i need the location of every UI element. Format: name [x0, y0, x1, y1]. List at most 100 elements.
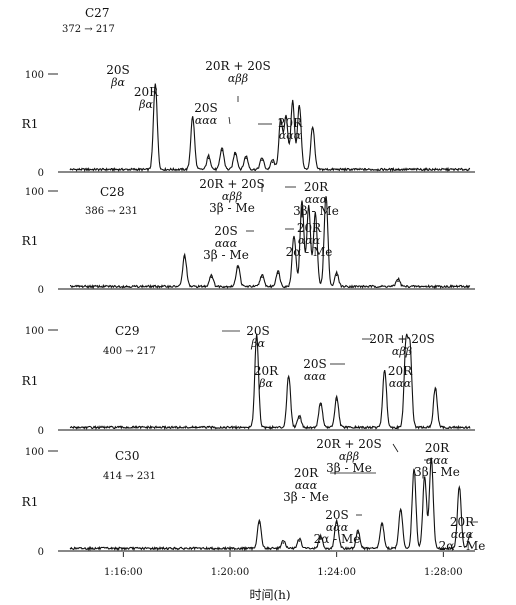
annotation-line: 20S [303, 357, 327, 371]
annotation-line: 20R + 20S [199, 177, 264, 191]
x-tick-label: 1:24:00 [317, 567, 356, 578]
annotation-line: 20R [278, 116, 303, 130]
chromatogram-trace [69, 457, 471, 552]
panel-transition: 386 → 231 [85, 206, 138, 217]
peak-point [301, 201, 303, 204]
annotation-line: 20R + 20S [316, 437, 381, 451]
annotation-line: ααα [295, 479, 318, 492]
annotation-line: αββ [222, 190, 242, 203]
annotation-line: ααα [298, 234, 321, 247]
peak-point [287, 377, 290, 379]
annotation-line: ααα [279, 129, 302, 142]
x-axis: 1:16:00 1:20:00 1:24:00 1:28:00 时间(h) [104, 552, 463, 602]
peak-point [314, 214, 317, 217]
annotation-line: ααα [326, 521, 349, 534]
peak-point [381, 524, 383, 526]
annotation-leader [392, 443, 399, 453]
x-tick-label: 1:28:00 [424, 567, 463, 578]
peak-point [191, 118, 194, 120]
y-tick-label: 0 [38, 285, 44, 296]
peak-point [399, 510, 402, 512]
peak-point [277, 272, 279, 275]
annotation-line: ααα [389, 377, 412, 390]
annotation-line: 3β - Me [283, 490, 329, 504]
annotation-line: 20S [194, 101, 218, 115]
peak-point [298, 417, 301, 419]
y-tick-label: 0 [38, 168, 44, 179]
panel-title: C29 [115, 324, 139, 338]
annotation-line: ααα [195, 114, 218, 127]
y-tick-label: 100 [25, 326, 44, 337]
y-tick-label: 100 [25, 70, 44, 81]
annotation-line: βα [110, 76, 125, 89]
peak-point [413, 470, 415, 472]
panel-title: C28 [100, 185, 124, 199]
annotation-line: 20R [254, 364, 279, 378]
peak-point [397, 280, 399, 282]
peak-point [335, 522, 338, 524]
annotation-line: ααα [305, 193, 328, 206]
annotation-line: 20R [134, 85, 159, 99]
y-axis-label: R1 [22, 117, 39, 131]
peak-point [298, 106, 301, 109]
annotation-line: βα [138, 98, 153, 111]
peak-point [183, 256, 186, 259]
peak-point [430, 460, 433, 462]
peak-point [210, 276, 213, 279]
annotation-line: 20S [106, 63, 130, 77]
peak-point [285, 117, 287, 119]
annotation-line: βα [258, 377, 273, 390]
peak-point [271, 161, 274, 163]
peak-point [311, 128, 314, 130]
panel-transition: 372 → 217 [62, 24, 115, 35]
peak-point [383, 371, 386, 373]
panel-transition: 400 → 217 [103, 346, 156, 357]
peak-point [258, 522, 261, 524]
peak-point [458, 488, 461, 490]
peak-point [237, 266, 239, 269]
x-tick-label: 1:20:00 [211, 567, 250, 578]
annotation-line: βα [250, 337, 265, 350]
peak-point [298, 540, 301, 542]
peak-point [434, 389, 437, 391]
annotation-line: αββ [228, 72, 248, 85]
peak-point [261, 276, 263, 279]
x-axis-label: 时间(h) [249, 588, 290, 602]
peak-point [279, 122, 282, 124]
peak-point [307, 207, 310, 210]
annotation-line: 20R [294, 466, 319, 480]
peak-point [319, 538, 322, 540]
peak-point [282, 542, 285, 544]
annotation-line: αββ [339, 450, 359, 463]
annotation-line: 2α - Me [314, 532, 361, 546]
annotation-line: 20R [297, 221, 322, 235]
annotation-line: 3β - Me [293, 204, 339, 218]
peak-point [255, 336, 258, 338]
peak-point [291, 102, 294, 105]
peak-point [319, 404, 322, 406]
panel-title: C27 [85, 6, 109, 20]
annotation-leader [228, 116, 231, 125]
annotation-line: ααα [215, 237, 238, 250]
y-tick-label: 100 [25, 187, 44, 198]
annotation-line: 3β - Me [209, 201, 255, 215]
chromatogram-trace [69, 333, 471, 430]
y-axis-label: R1 [22, 495, 39, 509]
annotation-line: 3β - Me [414, 465, 460, 479]
annotation-line: 3β - Me [326, 461, 372, 475]
y-tick-label: 0 [38, 547, 44, 558]
peak-point [409, 351, 411, 353]
peak-point [405, 347, 407, 349]
